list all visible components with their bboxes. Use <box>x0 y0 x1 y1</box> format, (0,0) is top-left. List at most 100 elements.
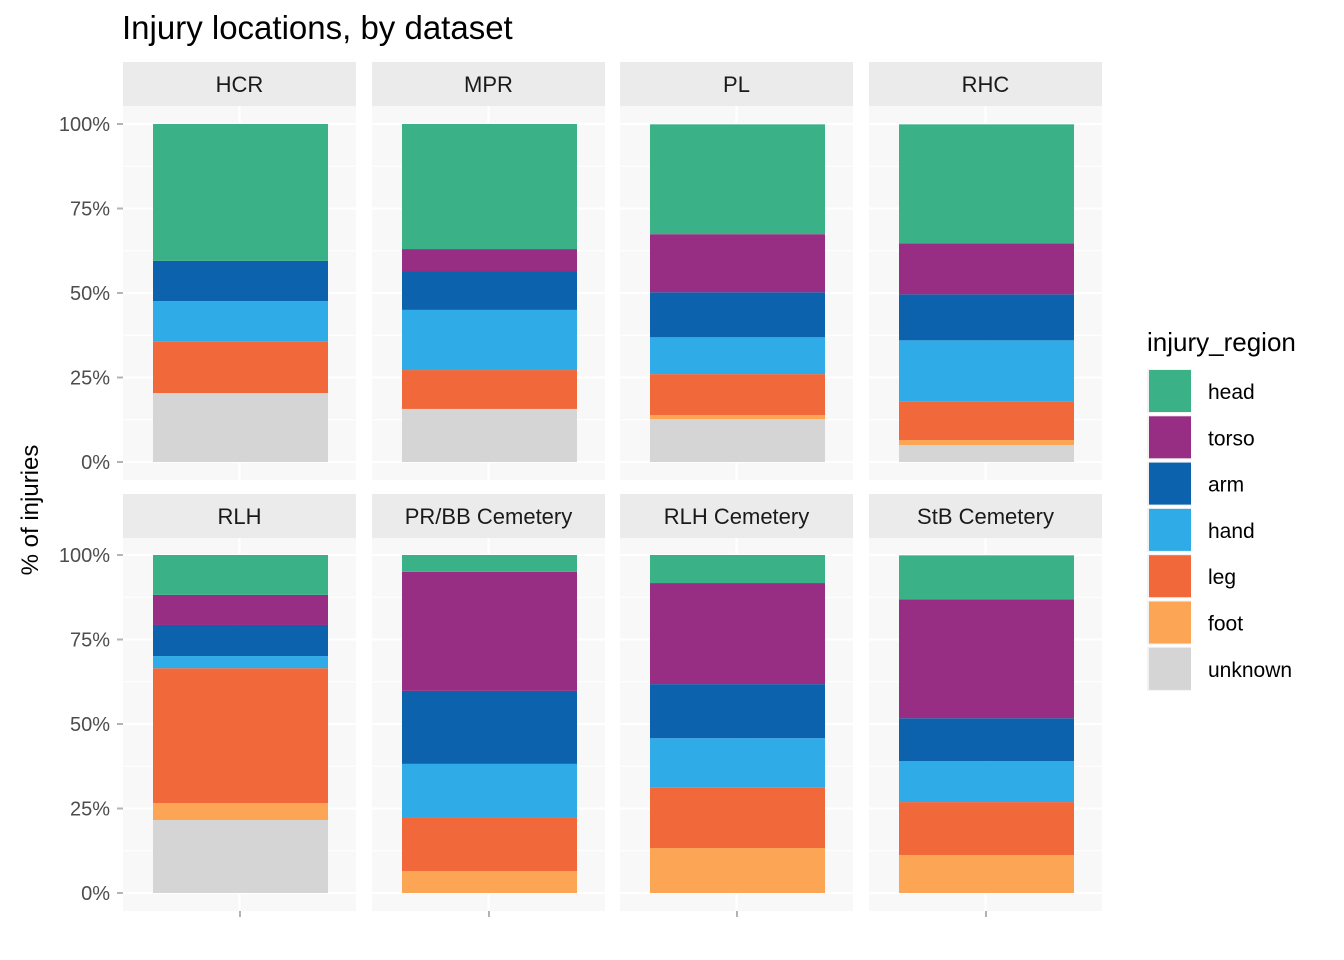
facet-strip <box>372 62 605 106</box>
facet-strip-label: RHC <box>962 72 1010 97</box>
bar-segment-torso <box>402 571 577 691</box>
legend-item-leg: leg <box>1147 554 1236 599</box>
bar-segment-foot <box>402 871 577 893</box>
facet-hcr: HCR 0% 25% 50% 75% 100% <box>59 62 356 480</box>
facet-strip-label: PR/BB Cemetery <box>405 504 573 529</box>
facet-strip <box>372 494 605 538</box>
legend-swatch <box>1149 370 1191 412</box>
facet-strip <box>869 494 1102 538</box>
legend-label: leg <box>1208 566 1236 589</box>
chart-title: Injury locations, by dataset <box>122 9 513 46</box>
legend-item-torso: torso <box>1147 415 1255 460</box>
legend-label: foot <box>1208 613 1243 636</box>
bar-segment-hand <box>402 309 577 371</box>
bar-segment-leg <box>899 401 1074 441</box>
legend-label: arm <box>1208 474 1244 497</box>
bar-segment-torso <box>899 599 1074 719</box>
y-tick-label: 0% <box>81 883 110 905</box>
legend-item-arm: arm <box>1147 461 1244 506</box>
bar-segment-leg <box>650 374 825 416</box>
bar-segment-arm <box>153 624 328 657</box>
bar-segment-unknown <box>153 393 328 462</box>
facet-strip <box>620 62 853 106</box>
y-tick-label: 50% <box>70 714 110 736</box>
bar-segment-foot <box>899 855 1074 893</box>
bar-segment-unknown <box>650 419 825 462</box>
y-tick-label: 75% <box>70 199 110 221</box>
facet-rhc: RHC <box>869 62 1102 480</box>
bar-segment-hand <box>153 301 328 342</box>
bar-segment-torso <box>899 243 1074 295</box>
bar-segment-arm <box>402 690 577 764</box>
bar-segment-head <box>153 555 328 595</box>
bar-segment-torso <box>650 234 825 293</box>
bar-segment-leg <box>650 787 825 849</box>
legend: injury_region head torso arm hand leg foot unk… <box>1147 327 1296 691</box>
bar-segment-unknown <box>153 819 328 893</box>
bar-segment-arm <box>650 292 825 338</box>
legend-item-head: head <box>1147 369 1255 413</box>
facet-strip-label: RLH Cemetery <box>664 504 809 529</box>
bar-segment-hand <box>402 763 577 818</box>
facet-strip <box>123 494 356 538</box>
facet-strip-label: RLH <box>217 504 261 529</box>
bar-segment-foot <box>650 415 825 420</box>
legend-swatch <box>1149 647 1191 690</box>
bar-segment-head <box>899 555 1074 600</box>
bar-segment-hand <box>899 340 1074 402</box>
legend-title: injury_region <box>1147 327 1296 357</box>
legend-swatch <box>1149 462 1191 505</box>
legend-label: torso <box>1208 427 1255 450</box>
facet-strip <box>123 62 356 106</box>
bar-segment-leg <box>402 370 577 409</box>
legend-item-hand: hand <box>1147 507 1255 552</box>
legend-item-foot: foot <box>1147 600 1243 645</box>
legend-label: head <box>1208 381 1255 404</box>
legend-swatch <box>1149 555 1191 598</box>
facet-strip <box>620 494 853 538</box>
bar-segment-hand <box>153 656 328 669</box>
y-tick-label: 25% <box>70 368 110 390</box>
facet-strip <box>869 62 1102 106</box>
bar-segment-arm <box>650 684 825 739</box>
y-tick-label: 75% <box>70 630 110 652</box>
bar-segment-hand <box>650 337 825 375</box>
bar-segment-foot <box>650 848 825 893</box>
y-tick-label: 0% <box>81 452 110 474</box>
facet-stb-cemetery: StB Cemetery <box>869 494 1102 917</box>
bar-segment-head <box>402 124 577 250</box>
bar-segment-arm <box>402 271 577 310</box>
facet-strip-label: MPR <box>464 72 513 97</box>
bar-segment-unknown <box>899 445 1074 462</box>
legend-swatch <box>1149 508 1191 551</box>
legend-label: unknown <box>1208 659 1292 682</box>
facet-panels: HCR 0% 25% 50% 75% 100% MPR PL RHC RLH 0% 25% 50% 75%… <box>59 62 1102 917</box>
bar-segment-leg <box>153 341 328 394</box>
facet-pl: PL <box>620 62 853 480</box>
bar-segment-head <box>402 555 577 572</box>
facet-strip-label: StB Cemetery <box>917 504 1054 529</box>
bar-segment-hand <box>899 761 1074 803</box>
bar-segment-torso <box>650 583 825 685</box>
facet-rlh-cemetery: RLH Cemetery <box>620 494 853 917</box>
bar-segment-torso <box>153 594 328 625</box>
legend-swatch <box>1149 601 1191 644</box>
bar-segment-head <box>650 124 825 235</box>
legend-swatch <box>1149 416 1191 459</box>
bar-segment-arm <box>899 718 1074 762</box>
y-tick-label: 100% <box>59 114 110 136</box>
bar-segment-arm <box>899 294 1074 341</box>
bar-segment-foot <box>153 803 328 820</box>
bar-segment-head <box>153 124 328 261</box>
y-tick-label: 25% <box>70 799 110 821</box>
facet-strip-label: PL <box>723 72 750 97</box>
bar-segment-head <box>650 555 825 584</box>
y-tick-label: 50% <box>70 283 110 305</box>
bar-segment-leg <box>402 817 577 872</box>
facet-rlh: RLH 0% 25% 50% 75% 100% <box>59 494 356 917</box>
bar-segment-head <box>899 124 1074 244</box>
facet-pr-bb-cemetery: PR/BB Cemetery <box>372 494 605 917</box>
bar-segment-unknown <box>402 408 577 462</box>
y-axis-title: % of injuries <box>17 445 44 576</box>
